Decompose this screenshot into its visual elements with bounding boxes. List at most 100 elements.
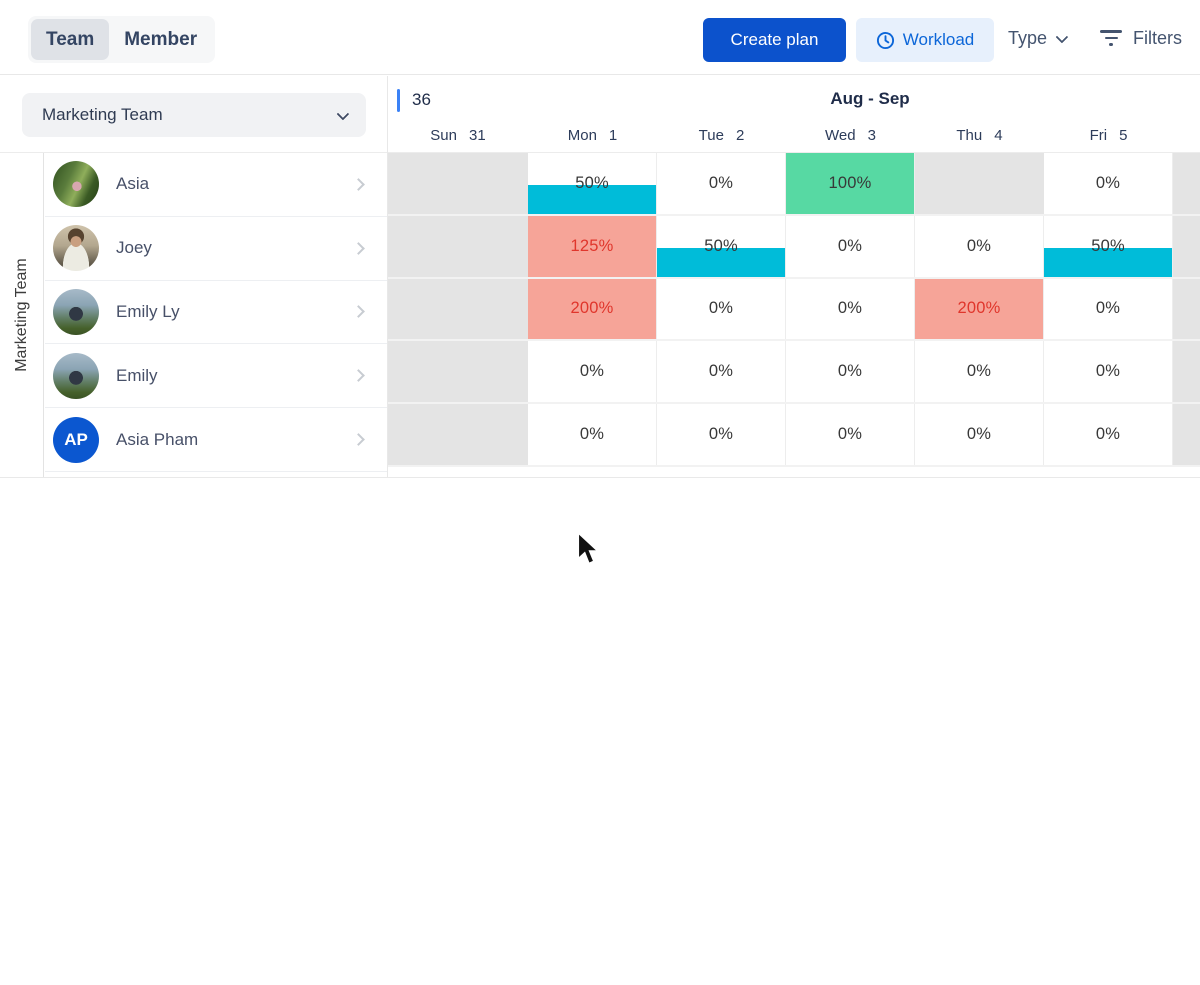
workload-cell[interactable]: 0% (1044, 278, 1173, 340)
create-plan-button[interactable]: Create plan (703, 18, 846, 62)
chevron-right-icon[interactable] (352, 305, 365, 319)
team-selector-value: Marketing Team (42, 105, 163, 124)
workload-cell[interactable]: 0% (786, 341, 915, 403)
member-row-emily[interactable]: Emily (45, 344, 387, 409)
allocation-bar (657, 247, 785, 277)
workload-cell[interactable]: 125% (528, 215, 657, 277)
chevron-down-icon (1055, 30, 1069, 43)
workload-cell[interactable]: 50% (1044, 215, 1173, 277)
allocation-percent: 0% (837, 362, 863, 381)
workload-cell-saturday[interactable] (1173, 278, 1200, 340)
workload-row-joey: 125% 50% 0% 0% 50% (388, 215, 1200, 279)
day-header-wed: Wed 3 (825, 126, 876, 144)
member-row-asia-pham[interactable]: AP Asia Pham (45, 408, 387, 472)
allocation-percent: 0% (579, 425, 605, 444)
team-panel-header: Marketing Team (0, 76, 387, 153)
workload-cell[interactable] (388, 153, 528, 214)
workload-cell-saturday[interactable] (1173, 215, 1200, 277)
workload-cell[interactable]: 0% (657, 341, 786, 403)
day-header-row: Sun 31 Mon 1 Tue 2 Wed 3 Thu 4 Fri 5 (388, 118, 1200, 152)
workload-cell[interactable]: 0% (915, 215, 1044, 277)
top-toolbar: Team Member Create plan Workload Type Fi… (0, 0, 1200, 75)
workload-cell[interactable]: 200% (528, 278, 657, 340)
allocation-percent: 0% (579, 362, 605, 381)
week-header: 36 Aug - Sep (388, 76, 1200, 118)
day-header-fri: Fri 5 (1089, 126, 1128, 144)
workload-cell[interactable]: 0% (786, 278, 915, 340)
workload-cell[interactable]: 0% (657, 153, 786, 214)
allocation-percent: 50% (704, 236, 738, 255)
workload-cell[interactable]: 0% (786, 215, 915, 277)
member-row-joey[interactable]: Joey (45, 216, 387, 281)
workload-cell-saturday[interactable] (1173, 404, 1200, 465)
member-name: Emily Ly (116, 301, 180, 321)
allocation-percent: 0% (708, 173, 734, 192)
allocation-percent: 0% (1095, 173, 1121, 192)
member-name: Asia Pham (116, 429, 199, 449)
member-name: Joey (116, 238, 152, 258)
workload-cell[interactable]: 0% (657, 404, 786, 465)
view-mode-toggle: Team Member (28, 16, 216, 63)
workload-cell[interactable] (388, 341, 528, 403)
allocation-percent: 200% (957, 299, 1001, 318)
mouse-cursor (577, 532, 600, 565)
grid-bottom-divider (0, 477, 1200, 478)
team-selector[interactable]: Marketing Team (22, 93, 366, 137)
workload-cell[interactable]: 0% (915, 404, 1044, 465)
workload-cell[interactable]: 0% (786, 404, 915, 465)
workload-cell[interactable]: 200% (915, 278, 1044, 340)
avatar (53, 288, 99, 335)
workload-button[interactable]: Workload (856, 18, 994, 62)
allocation-percent: 0% (837, 236, 863, 255)
allocation-percent: 0% (837, 299, 863, 318)
workload-cell[interactable]: 0% (1044, 153, 1173, 214)
allocation-percent: 0% (1095, 425, 1121, 444)
filter-icon (1100, 30, 1122, 46)
workload-cell[interactable]: 0% (915, 341, 1044, 403)
allocation-percent: 0% (837, 425, 863, 444)
allocation-percent: 200% (570, 299, 614, 318)
workload-cell[interactable]: 0% (1044, 404, 1173, 465)
workload-row-asia-pham: 0% 0% 0% 0% 0% (388, 404, 1200, 467)
avatar: AP (53, 416, 99, 463)
team-group-label: Marketing Team (12, 258, 30, 372)
workload-cell-saturday[interactable] (1173, 153, 1200, 214)
workload-rows: 50% 0% 100% 0% 125% 50% 0% 0% 50% 200% (388, 153, 1200, 467)
filters-button[interactable]: Filters (1100, 24, 1182, 52)
workload-cell[interactable] (388, 404, 528, 465)
workload-cell[interactable] (915, 153, 1044, 214)
chevron-right-icon[interactable] (352, 241, 365, 255)
member-row-asia[interactable]: Asia (45, 153, 387, 217)
workload-cell[interactable]: 0% (657, 278, 786, 340)
avatar-initials: AP (64, 429, 88, 449)
type-dropdown[interactable]: Type (1008, 24, 1069, 52)
workload-label: Workload (902, 30, 975, 49)
chevron-right-icon[interactable] (352, 178, 365, 191)
day-header-thu: Thu 4 (956, 126, 1003, 144)
workload-row-emily: 0% 0% 0% 0% 0% (388, 341, 1200, 405)
workload-cell[interactable]: 0% (1044, 341, 1173, 403)
chevron-right-icon[interactable] (352, 369, 365, 383)
member-row-emily-ly[interactable]: Emily Ly (45, 280, 387, 345)
allocation-percent: 100% (828, 173, 872, 192)
allocation-percent: 50% (575, 173, 609, 192)
chevron-right-icon[interactable] (352, 433, 365, 446)
workload-cell[interactable]: 100% (786, 153, 915, 214)
tab-team[interactable]: Team (31, 19, 110, 60)
tab-member[interactable]: Member (124, 28, 198, 50)
workload-cell[interactable]: 50% (528, 153, 657, 214)
allocation-percent: 125% (570, 236, 614, 255)
workload-cell[interactable]: 50% (657, 215, 786, 277)
workload-cell[interactable]: 0% (528, 341, 657, 403)
allocation-percent: 0% (1095, 299, 1121, 318)
panel-grid-divider (387, 76, 388, 477)
workload-cell[interactable] (388, 215, 528, 277)
workload-cell-saturday[interactable] (1173, 341, 1200, 403)
day-header-mon: Mon 1 (567, 126, 618, 144)
allocation-percent: 50% (1091, 236, 1125, 255)
workload-cell[interactable] (388, 278, 528, 340)
allocation-percent: 0% (708, 362, 734, 381)
workload-cell[interactable]: 0% (528, 404, 657, 465)
workload-grid: 36 Aug - Sep Sun 31 Mon 1 Tue 2 Wed 3 Thu 4 F… (388, 76, 1200, 467)
